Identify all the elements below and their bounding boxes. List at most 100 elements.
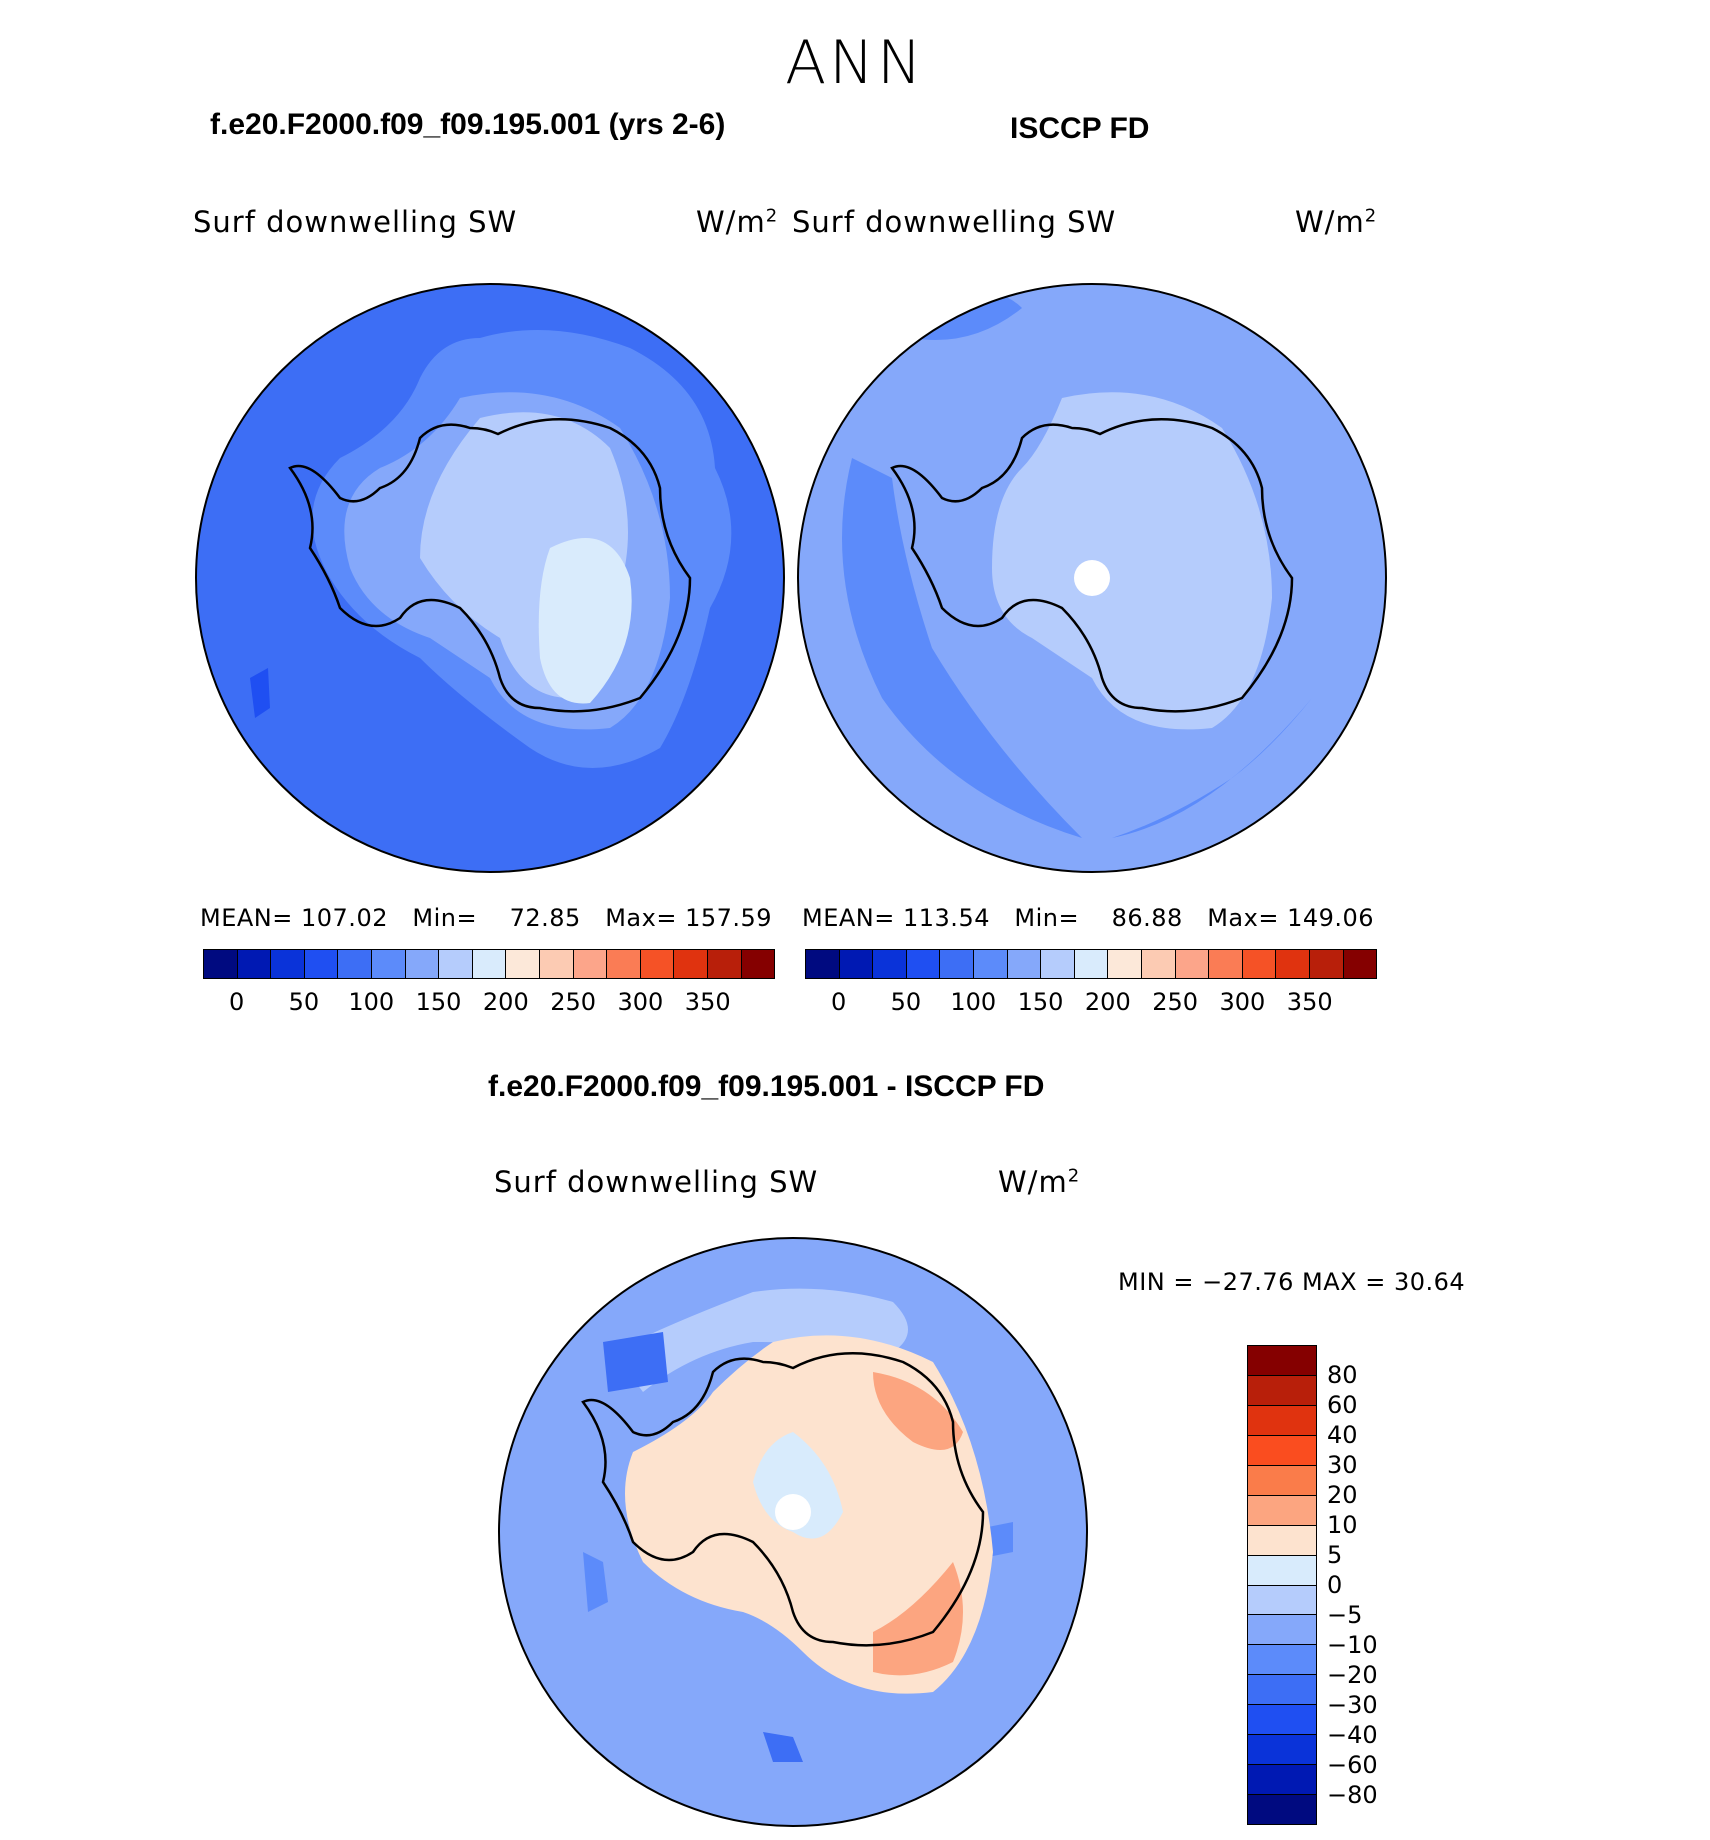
colorbar-swatch bbox=[204, 950, 238, 978]
colorbar-tick-label: 5 bbox=[1327, 1541, 1343, 1569]
colorbar-swatch bbox=[973, 950, 1008, 978]
colorbar-tick-label: 350 bbox=[1286, 988, 1333, 1016]
colorbar-swatch bbox=[1248, 1375, 1316, 1406]
colorbar-tick-label: 50 bbox=[890, 988, 922, 1016]
colorbar-tick-label: −40 bbox=[1327, 1721, 1378, 1749]
colorbar-tick-label: 0 bbox=[1327, 1571, 1343, 1599]
colorbar-tick-label: 250 bbox=[1152, 988, 1199, 1016]
map-boundary bbox=[498, 1237, 1088, 1827]
colorbar-tick-label: 50 bbox=[288, 988, 320, 1016]
model-variable-label: Surf downwelling SW bbox=[193, 205, 518, 239]
colorbar-swatch bbox=[573, 950, 608, 978]
colorbar-tick-label: −10 bbox=[1327, 1631, 1378, 1659]
model-polar-map bbox=[195, 283, 785, 873]
colorbar-swatch bbox=[1175, 950, 1210, 978]
colorbar-swatch bbox=[1248, 1645, 1316, 1676]
diff-warm-band bbox=[873, 1562, 963, 1676]
antarctica-coastline bbox=[581, 1352, 985, 1647]
colorbar-swatch bbox=[1248, 1675, 1316, 1706]
colorbar-tick-label: 0 bbox=[831, 988, 847, 1016]
diff-colorbar bbox=[1247, 1345, 1317, 1825]
colorbar-swatch bbox=[873, 950, 907, 978]
antarctica-coastline bbox=[890, 418, 1294, 713]
colorbar-swatch bbox=[1248, 1435, 1316, 1466]
colorbar-swatch bbox=[839, 950, 874, 978]
diff-polar-map bbox=[498, 1237, 1088, 1827]
colorbar-swatch bbox=[1041, 950, 1075, 978]
obs-colorbar bbox=[805, 949, 1377, 979]
map-boundary bbox=[797, 283, 1387, 873]
colorbar-swatch bbox=[539, 950, 574, 978]
colorbar-tick-label: 100 bbox=[348, 988, 395, 1016]
colorbar-tick-label: 80 bbox=[1327, 1361, 1358, 1389]
colorbar-tick-label: 150 bbox=[1017, 988, 1064, 1016]
colorbar-swatch bbox=[237, 950, 272, 978]
colorbar-tick-label: 10 bbox=[1327, 1511, 1358, 1539]
obs-variable-label: Surf downwelling SW bbox=[792, 205, 1117, 239]
colorbar-tick-label: 150 bbox=[415, 988, 462, 1016]
diff-warm-patch bbox=[873, 1372, 963, 1450]
colorbar-swatch bbox=[1343, 950, 1377, 978]
colorbar-swatch bbox=[439, 950, 473, 978]
colorbar-swatch bbox=[1248, 1705, 1316, 1736]
colorbar-tick-label: 60 bbox=[1327, 1391, 1358, 1419]
colorbar-swatch bbox=[707, 950, 742, 978]
diff-variable-label: Surf downwelling SW bbox=[494, 1165, 819, 1199]
colorbar-swatch bbox=[607, 950, 641, 978]
colorbar-swatch bbox=[405, 950, 440, 978]
colorbar-swatch bbox=[1248, 1555, 1316, 1586]
model-stats: MEAN= 107.02 Min= 72.85 Max= 157.59 bbox=[200, 904, 773, 932]
colorbar-tick-label: 300 bbox=[1219, 988, 1266, 1016]
model-units-label: W/m2 bbox=[696, 205, 779, 239]
colorbar-tick-label: −30 bbox=[1327, 1691, 1378, 1719]
colorbar-swatch bbox=[338, 950, 372, 978]
pole-missing-data bbox=[1074, 560, 1110, 596]
colorbar-tick-label: 200 bbox=[482, 988, 529, 1016]
diff-negative-patch bbox=[763, 1732, 803, 1762]
colorbar-swatch bbox=[1248, 1495, 1316, 1526]
obs-panel-title: ISCCP FD bbox=[1010, 112, 1150, 145]
colorbar-swatch bbox=[1248, 1615, 1316, 1646]
colorbar-swatch bbox=[1309, 950, 1344, 978]
colorbar-tick-label: 0 bbox=[229, 988, 245, 1016]
colorbar-tick-label: −5 bbox=[1327, 1601, 1363, 1629]
low-sw-patch bbox=[250, 668, 270, 718]
pole-missing-data bbox=[775, 1494, 811, 1530]
colorbar-swatch bbox=[1242, 950, 1277, 978]
colorbar-tick-label: 100 bbox=[950, 988, 997, 1016]
colorbar-tick-label: 20 bbox=[1327, 1481, 1358, 1509]
colorbar-swatch bbox=[906, 950, 941, 978]
colorbar-swatch bbox=[1209, 950, 1243, 978]
colorbar-tick-label: 30 bbox=[1327, 1451, 1358, 1479]
map-boundary bbox=[195, 283, 785, 873]
colorbar-swatch bbox=[472, 950, 507, 978]
diff-negative-patch bbox=[583, 1552, 608, 1612]
colorbar-swatch bbox=[1248, 1585, 1316, 1616]
diff-units-label: W/m2 bbox=[998, 1165, 1081, 1199]
model-colorbar bbox=[203, 949, 775, 979]
colorbar-swatch bbox=[940, 950, 974, 978]
colorbar-swatch bbox=[1007, 950, 1042, 978]
colorbar-tick-label: −80 bbox=[1327, 1781, 1378, 1809]
colorbar-swatch bbox=[1248, 1346, 1316, 1376]
colorbar-swatch bbox=[304, 950, 339, 978]
colorbar-swatch bbox=[1248, 1765, 1316, 1796]
colorbar-swatch bbox=[1108, 950, 1142, 978]
colorbar-swatch bbox=[806, 950, 840, 978]
diff-panel-title: f.e20.F2000.f09_f09.195.001 - ISCCP FD bbox=[488, 1070, 1045, 1103]
obs-stats: MEAN= 113.54 Min= 86.88 Max= 149.06 bbox=[802, 904, 1375, 932]
colorbar-tick-label: 200 bbox=[1084, 988, 1131, 1016]
colorbar-swatch bbox=[741, 950, 775, 978]
colorbar-swatch bbox=[1248, 1405, 1316, 1436]
obs-units-label: W/m2 bbox=[1295, 205, 1378, 239]
colorbar-swatch bbox=[1248, 1465, 1316, 1496]
diff-negative-patch bbox=[603, 1332, 668, 1392]
diff-minmax-stats: MIN = −27.76 MAX = 30.64 bbox=[1118, 1268, 1466, 1296]
diff-minor-positive bbox=[613, 1288, 908, 1392]
colorbar-swatch bbox=[1141, 950, 1176, 978]
antarctica-coastline bbox=[288, 418, 692, 713]
colorbar-swatch bbox=[1248, 1735, 1316, 1766]
colorbar-swatch bbox=[506, 950, 540, 978]
season-title: ANN bbox=[785, 28, 925, 98]
colorbar-swatch bbox=[1276, 950, 1310, 978]
